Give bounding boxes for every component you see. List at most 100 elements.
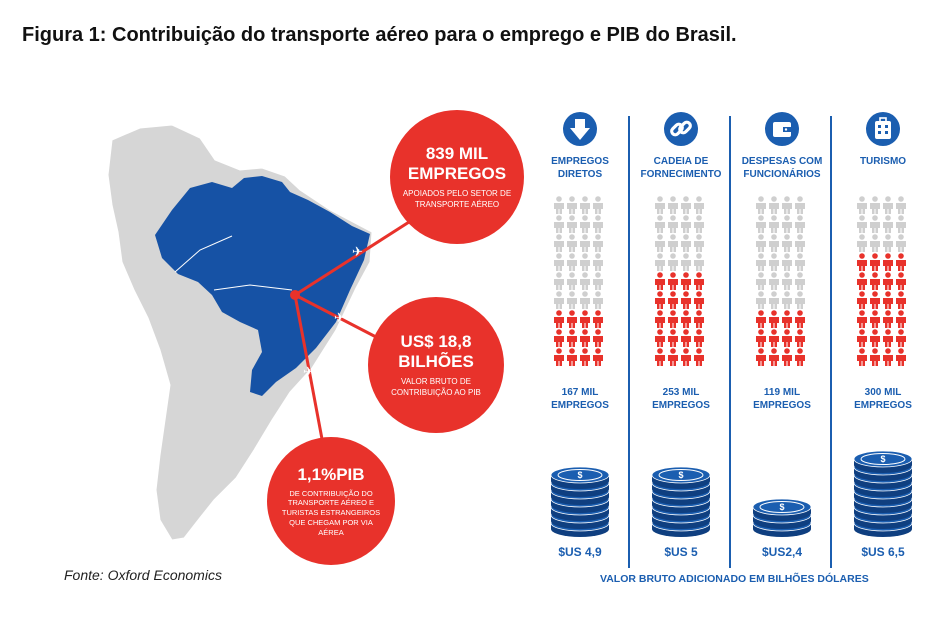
person-icon <box>795 310 805 328</box>
person-icon <box>681 310 691 328</box>
person-icon <box>593 348 603 366</box>
person-icon <box>782 234 792 252</box>
person-icon <box>782 310 792 328</box>
plane-icons: ✈ ✈ ✈ <box>303 244 363 379</box>
person-icon <box>681 234 691 252</box>
person-icon <box>795 253 805 271</box>
person-icon <box>857 329 867 347</box>
person-icon <box>857 310 867 328</box>
person-icon <box>870 253 880 271</box>
person-icon <box>883 348 893 366</box>
person-icon <box>567 196 577 214</box>
person-icon <box>756 215 766 233</box>
gva-label: $US 5 <box>664 545 698 559</box>
person-icon <box>870 329 880 347</box>
jobs-bubble-value: 839 MIL EMPREGOS <box>407 144 507 184</box>
person-icon <box>593 234 603 252</box>
person-icon <box>756 234 766 252</box>
person-icon <box>756 272 766 290</box>
dollar-icon: $ <box>880 454 885 464</box>
person-icon <box>567 253 577 271</box>
person-icon <box>655 253 665 271</box>
person-icon <box>655 348 665 366</box>
person-icon <box>593 291 603 309</box>
column-divider <box>830 116 832 568</box>
jobs-label: 300 MIL EMPREGOS <box>854 387 912 411</box>
person-icon <box>681 215 691 233</box>
person-icon <box>681 291 691 309</box>
suitcase-icon <box>866 112 900 146</box>
person-icon <box>593 272 603 290</box>
gdp-bubble: 1,1%PIB DE CONTRIBUIÇÃO DO TRANSPORTE AÉ… <box>267 437 395 565</box>
person-icon <box>769 215 779 233</box>
person-icon <box>580 234 590 252</box>
person-icon <box>580 215 590 233</box>
plane-icon: ✈ <box>334 310 345 325</box>
gva-footer-note: VALOR BRUTO ADICIONADO EM BILHÕES DÓLARE… <box>600 573 869 585</box>
person-icon <box>782 348 792 366</box>
chain-link-icon <box>664 112 698 146</box>
person-icon <box>857 234 867 252</box>
jobs-label: 167 MIL EMPREGOS <box>551 387 609 411</box>
coin-stack: $ <box>853 450 913 537</box>
person-icon <box>567 291 577 309</box>
person-icon <box>554 196 564 214</box>
person-icon <box>769 196 779 214</box>
person-icon <box>554 234 564 252</box>
person-icon <box>668 272 678 290</box>
person-icon <box>795 215 805 233</box>
person-icon <box>795 234 805 252</box>
jobs-bubble-caption: APOIADOS PELO SETOR DE TRANSPORTE AÉREO <box>402 189 512 209</box>
person-icon <box>870 196 880 214</box>
person-icon <box>593 196 603 214</box>
column-tourism: TURISMO 300 MIL EMPREGOS <box>835 112 931 412</box>
person-icon <box>668 234 678 252</box>
person-icon <box>795 272 805 290</box>
person-icon <box>593 215 603 233</box>
brazil-center-dot <box>290 290 300 300</box>
dollar-icon: $ <box>779 502 784 512</box>
person-icon <box>681 272 691 290</box>
person-icon <box>896 348 906 366</box>
connector-lines <box>293 213 421 456</box>
person-icon <box>681 253 691 271</box>
dollar-icon: $ <box>577 470 582 480</box>
person-icon <box>883 310 893 328</box>
person-icon <box>756 348 766 366</box>
person-icon <box>857 272 867 290</box>
person-icon <box>795 196 805 214</box>
person-icon <box>655 196 665 214</box>
person-icon <box>756 196 766 214</box>
person-icon <box>782 215 792 233</box>
person-icon <box>795 291 805 309</box>
gva-label: $US2,4 <box>761 545 803 559</box>
person-icon <box>567 234 577 252</box>
person-icon <box>580 272 590 290</box>
person-icon <box>896 272 906 290</box>
jobs-bubble: 839 MIL EMPREGOS APOIADOS PELO SETOR DE … <box>390 110 524 244</box>
person-icon <box>883 215 893 233</box>
plane-icon: ✈ <box>303 364 314 379</box>
plane-icon: ✈ <box>352 244 363 259</box>
person-icon <box>694 329 704 347</box>
person-icon <box>681 196 691 214</box>
person-icon <box>883 329 893 347</box>
person-icon <box>870 310 880 328</box>
arrow-down-icon <box>563 112 597 146</box>
coin: $ <box>853 450 913 473</box>
column-supply-chain: CADEIA DE FORNECIMENTO 253 MIL EMPREGOS <box>633 112 729 412</box>
person-icon <box>580 329 590 347</box>
category-label: TURISMO <box>859 156 907 167</box>
person-icon <box>782 253 792 271</box>
person-icon <box>554 310 564 328</box>
jobs-label: 119 MIL EMPREGOS <box>753 387 811 411</box>
category-label: CADEIA DE FORNECIMENTO <box>640 156 722 180</box>
person-icon <box>769 310 779 328</box>
person-icon <box>694 253 704 271</box>
figure-title: Figura 1: Contribuição do transporte aér… <box>22 24 737 46</box>
person-icon <box>593 329 603 347</box>
dollar-icon: $ <box>678 470 683 480</box>
coin-stack: $ <box>550 466 610 537</box>
person-icon <box>896 253 906 271</box>
coin: $ <box>651 466 711 489</box>
